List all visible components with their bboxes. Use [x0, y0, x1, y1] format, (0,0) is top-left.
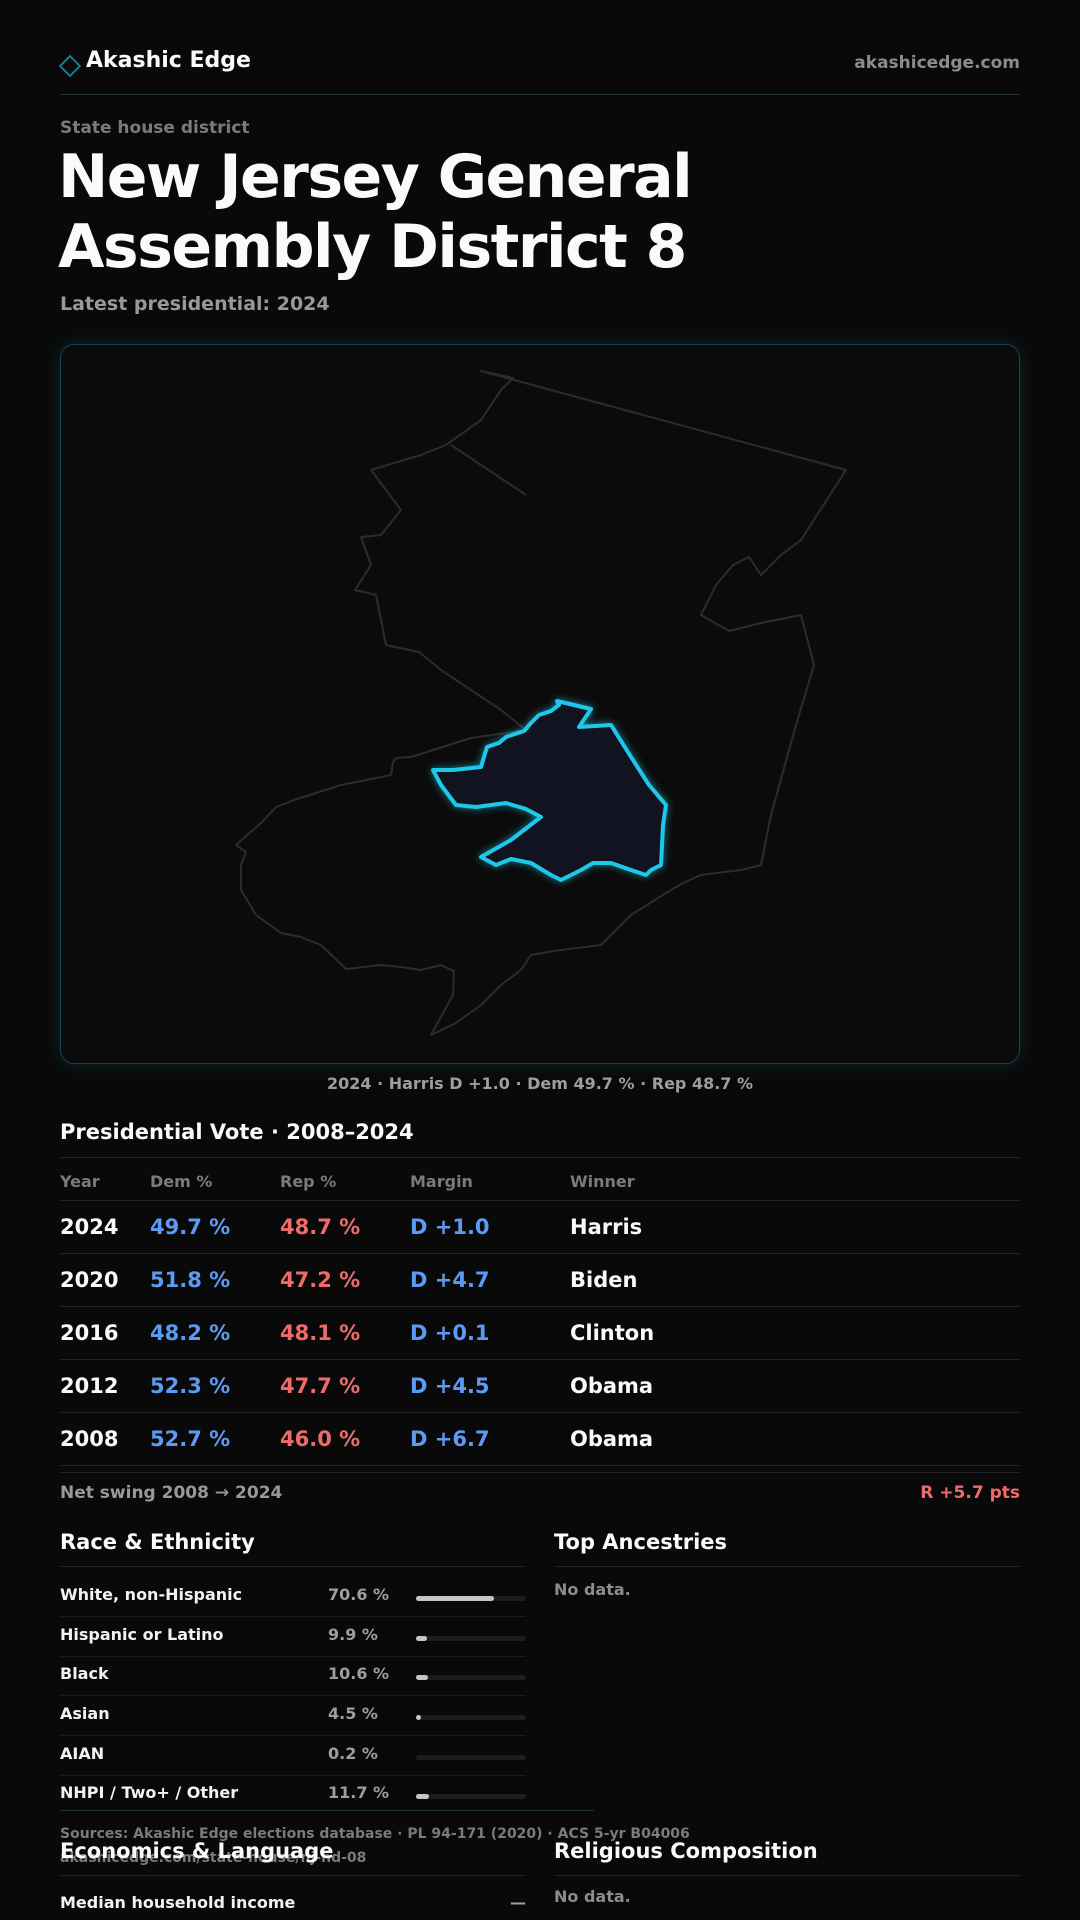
ancestries-section-title: Top Ancestries — [554, 1530, 728, 1554]
district-8-shape — [431, 699, 668, 882]
race-bar-track — [416, 1755, 526, 1760]
religion-section-title: Religious Composition — [554, 1839, 818, 1863]
cell-year: 2016 — [60, 1306, 150, 1360]
race-bar-fill — [416, 1675, 428, 1680]
page-title: New Jersey General Assembly District 8 — [58, 142, 693, 282]
cell-winner: Biden — [570, 1253, 1020, 1307]
state-inner-line — [450, 444, 527, 496]
race-label: White, non-Hispanic — [60, 1585, 243, 1604]
religion-title-rule — [554, 1875, 1020, 1876]
presidential-header-row: Year Dem % Rep % Margin Winner — [60, 1162, 1020, 1201]
header-divider — [60, 94, 1020, 95]
race-percent: 0.2 % — [328, 1744, 378, 1763]
cell-rep: 47.2 % — [280, 1253, 410, 1307]
site-url[interactable]: akashicedge.com — [854, 53, 1020, 73]
district-map — [60, 344, 1020, 1064]
cell-year: 2020 — [60, 1253, 150, 1307]
page-kicker: State house district — [60, 118, 250, 138]
cell-rep: 48.1 % — [280, 1306, 410, 1360]
race-bar-track — [416, 1636, 526, 1641]
presidential-table: Year Dem % Rep % Margin Winner 2024 49.7… — [60, 1162, 1020, 1466]
state-outline — [235, 370, 847, 1036]
race-title-rule — [60, 1566, 526, 1567]
race-bar-track — [416, 1596, 526, 1601]
race-percent: 10.6 % — [328, 1664, 390, 1683]
cell-rep: 47.7 % — [280, 1359, 410, 1413]
race-label: Black — [60, 1664, 109, 1683]
cell-margin: D +4.5 — [410, 1359, 570, 1413]
col-header-winner: Winner — [570, 1162, 1020, 1201]
cell-dem: 49.7 % — [150, 1200, 280, 1254]
race-label: NHPI / Two+ / Other — [60, 1783, 239, 1802]
list-item: Black 10.6 % — [60, 1656, 526, 1696]
race-section-title: Race & Ethnicity — [60, 1530, 255, 1554]
col-header-rep: Rep % — [280, 1162, 410, 1201]
list-item: White, non-Hispanic 70.6 % — [60, 1577, 526, 1617]
economics-title-rule — [60, 1875, 526, 1876]
table-row: 2020 51.8 % 47.2 % D +4.7 Biden — [60, 1253, 1020, 1307]
religion-empty: No data. — [554, 1887, 631, 1906]
cell-margin: D +0.1 — [410, 1306, 570, 1360]
col-header-margin: Margin — [410, 1162, 570, 1201]
brand-name: Akashic Edge — [86, 48, 251, 73]
race-bar-fill — [416, 1596, 494, 1601]
presidential-section-title: Presidential Vote · 2008–2024 — [60, 1120, 414, 1144]
median-income-value: — — [510, 1893, 526, 1912]
cell-winner: Obama — [570, 1412, 1020, 1466]
col-header-year: Year — [60, 1162, 150, 1201]
race-label: Hispanic or Latino — [60, 1625, 224, 1644]
list-item: AIAN 0.2 % — [60, 1736, 526, 1776]
cell-margin: D +1.0 — [410, 1200, 570, 1254]
cell-dem: 52.7 % — [150, 1412, 280, 1466]
cell-rep: 48.7 % — [280, 1200, 410, 1254]
state-map-svg — [235, 370, 847, 1036]
brand-logo-icon — [58, 54, 82, 78]
race-percent: 9.9 % — [328, 1625, 378, 1644]
cell-winner: Clinton — [570, 1306, 1020, 1360]
net-swing-value: R +5.7 pts — [920, 1483, 1020, 1503]
cell-dem: 48.2 % — [150, 1306, 280, 1360]
race-bar-fill — [416, 1715, 421, 1720]
presidential-title-rule — [60, 1157, 1020, 1158]
cell-year: 2024 — [60, 1200, 150, 1254]
cell-year: 2012 — [60, 1359, 150, 1413]
net-swing-label: Net swing 2008 → 2024 — [60, 1483, 283, 1503]
footer-sources: Sources: Akashic Edge elections database… — [60, 1826, 690, 1842]
cell-dem: 52.3 % — [150, 1359, 280, 1413]
col-header-dem: Dem % — [150, 1162, 280, 1201]
ancestries-title-rule — [554, 1566, 1020, 1567]
race-bar-track — [416, 1794, 526, 1799]
table-row: 2012 52.3 % 47.7 % D +4.5 Obama — [60, 1359, 1020, 1413]
swing-rule — [60, 1472, 1020, 1473]
race-bar-track — [416, 1715, 526, 1720]
list-item: NHPI / Two+ / Other 11.7 % — [60, 1775, 526, 1814]
ancestries-empty: No data. — [554, 1580, 631, 1599]
median-income-label: Median household income — [60, 1893, 296, 1912]
race-bar-track — [416, 1675, 526, 1680]
cell-margin: D +4.7 — [410, 1253, 570, 1307]
race-label: Asian — [60, 1704, 110, 1723]
cell-winner: Harris — [570, 1200, 1020, 1254]
economics-section-title: Economics & Language — [60, 1839, 334, 1863]
cell-dem: 51.8 % — [150, 1253, 280, 1307]
race-bar-fill — [416, 1794, 429, 1799]
table-row: 2024 49.7 % 48.7 % D +1.0 Harris — [60, 1200, 1020, 1254]
page-subtitle: Latest presidential: 2024 — [60, 293, 330, 315]
race-percent: 4.5 % — [328, 1704, 378, 1723]
cell-year: 2008 — [60, 1412, 150, 1466]
cell-margin: D +6.7 — [410, 1412, 570, 1466]
race-label: AIAN — [60, 1744, 105, 1763]
race-percent: 70.6 % — [328, 1585, 390, 1604]
list-item: Asian 4.5 % — [60, 1696, 526, 1736]
race-bar-fill — [416, 1636, 427, 1641]
table-row: 2008 52.7 % 46.0 % D +6.7 Obama — [60, 1412, 1020, 1466]
race-percent: 11.7 % — [328, 1783, 390, 1802]
footer-url[interactable]: akashicedge.com/state-house/nj-hd-08 — [60, 1850, 367, 1866]
cell-rep: 46.0 % — [280, 1412, 410, 1466]
table-row: 2016 48.2 % 48.1 % D +0.1 Clinton — [60, 1306, 1020, 1360]
list-item: Hispanic or Latino 9.9 % — [60, 1617, 526, 1657]
map-caption: 2024 · Harris D +1.0 · Dem 49.7 % · Rep … — [326, 1074, 754, 1093]
cell-winner: Obama — [570, 1359, 1020, 1413]
footer-divider — [60, 1810, 594, 1811]
